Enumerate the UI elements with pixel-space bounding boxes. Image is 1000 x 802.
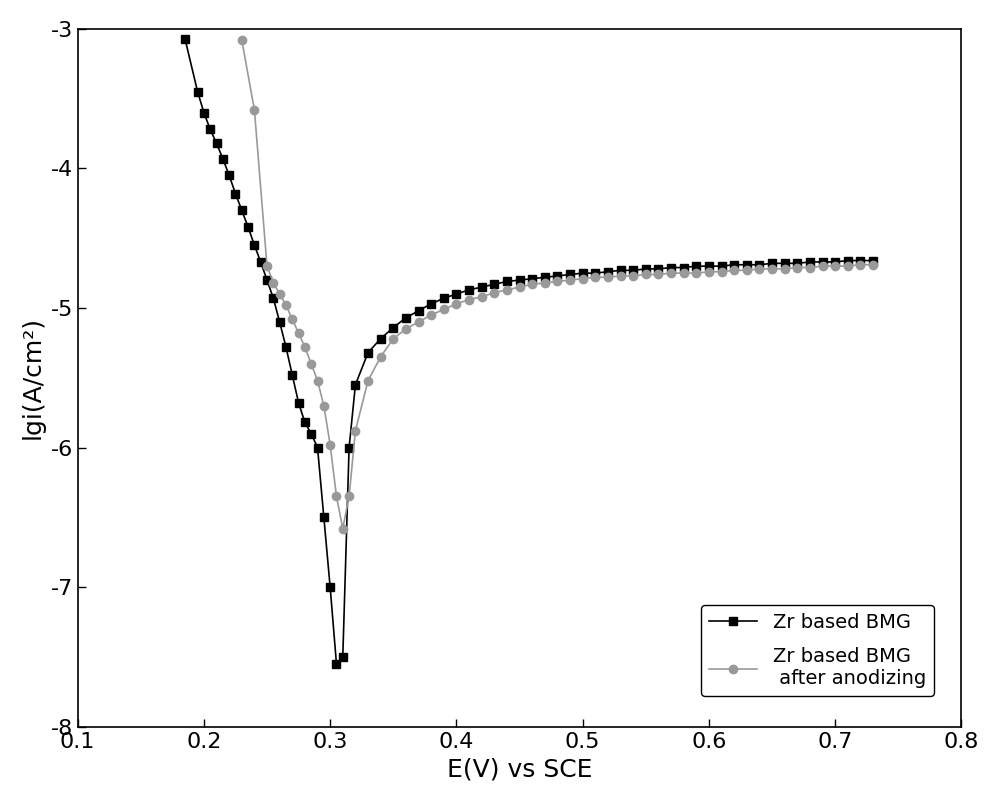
Zr based BMG [867,256,879,265]
Zr based BMG
 after anodizing [337,524,349,533]
Zr based BMG [387,322,399,332]
Zr based BMG
 after anodizing [330,492,342,501]
Line: Zr based BMG: Zr based BMG [181,34,877,668]
Zr based BMG
 after anodizing [842,261,854,271]
Zr based BMG [286,371,298,380]
Zr based BMG [330,659,342,669]
Zr based BMG [280,342,292,352]
Zr based BMG [179,34,191,43]
Zr based BMG
 after anodizing [766,264,778,273]
Zr based BMG [514,275,526,285]
Zr based BMG
 after anodizing [867,260,879,269]
Legend: Zr based BMG, Zr based BMG
 after anodizing: Zr based BMG, Zr based BMG after anodizi… [701,605,934,696]
Zr based BMG
 after anodizing [343,492,355,501]
Zr based BMG [791,258,803,268]
Zr based BMG
 after anodizing [690,269,702,278]
Zr based BMG
 after anodizing [640,269,652,279]
Zr based BMG
 after anodizing [236,35,248,45]
Line: Zr based BMG
 after anodizing: Zr based BMG after anodizing [238,36,877,533]
Y-axis label: lgi(A/cm²): lgi(A/cm²) [21,316,45,439]
X-axis label: E(V) vs SCE: E(V) vs SCE [447,757,592,781]
Zr based BMG [526,273,538,283]
